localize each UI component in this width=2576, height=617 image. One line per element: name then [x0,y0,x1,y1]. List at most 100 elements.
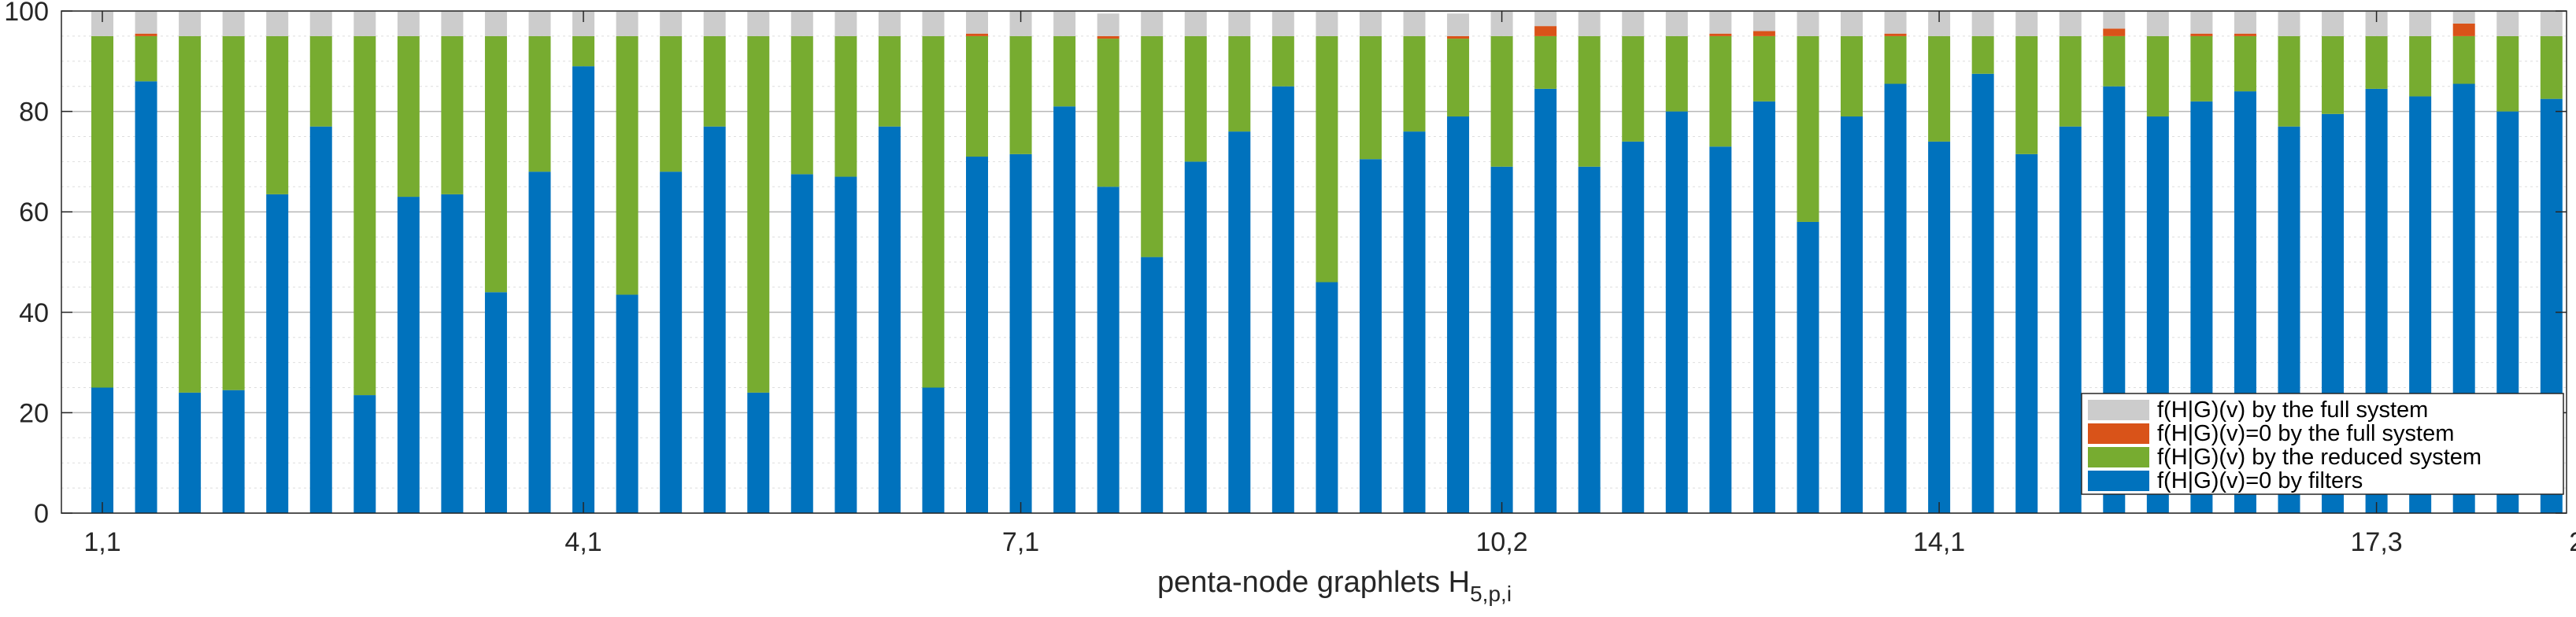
bar-segment [2234,35,2256,92]
legend-label: f(H|G)(v)=0 by the full system [2157,421,2454,446]
bar-segment [790,174,813,513]
bar-segment [441,194,464,513]
y-tick-label: 100 [4,0,49,27]
y-tick-label: 0 [34,499,49,529]
bar-segment [1359,159,1382,513]
bar-segment [309,126,332,514]
bar-segment [747,11,770,36]
bar-segment [309,35,332,127]
bar-segment [2146,11,2169,36]
bar-segment [1184,161,1207,513]
bar-segment [2234,11,2256,34]
bar-segment [1841,11,1863,36]
bar-segment [484,35,507,293]
bar-segment [966,11,988,34]
bar-segment [441,35,464,194]
bar-segment [397,11,420,36]
legend-box [2081,393,2564,495]
bar-segment [703,35,726,127]
bar-segment [528,11,551,36]
bar-segment [1971,11,1994,36]
bar-segment [616,294,638,513]
bar-segment [135,11,157,34]
bar-segment [1797,221,1819,513]
bar-segment [1578,166,1601,513]
bar-segment [835,35,857,177]
bar-segment [1141,257,1164,513]
bar-segment [2496,35,2519,112]
bar-segment [1578,11,1601,36]
bar-segment [1447,39,1470,116]
axes-box [61,10,2567,514]
bar-segment [179,35,202,393]
bar-segment [2234,33,2256,36]
bar-segment [2409,11,2432,36]
legend: f(H|G)(v) by the full systemf(H|G)(v)=0 … [2081,393,2564,495]
bar-segment [2190,11,2213,34]
bar-segment [266,35,289,194]
bar-segment [703,11,726,36]
x-axis-label-subscript: 5,p,i [1470,582,1512,606]
bar-segment [353,395,376,513]
bar-segment [1884,83,1907,513]
bar-segment [1447,116,1470,514]
y-tick-label: 80 [19,98,49,127]
bar-segment [835,176,857,514]
bar-segment [2146,35,2169,116]
bar-segment [1928,35,1951,142]
x-tick-label: 1,1 [83,527,120,557]
bar-segment [2409,35,2432,97]
bar-segment [91,35,113,388]
bar-segment [135,81,157,513]
bar-segment [922,11,945,36]
bar-segment [2452,35,2475,84]
axes [61,10,2567,514]
bar-segment [616,11,638,36]
bar-segment [922,35,945,388]
bar-segment [1884,11,1907,34]
bar-segment [1316,282,1338,513]
bar-segment [878,11,901,36]
bar-segment [1184,11,1207,36]
legend-swatch [2088,423,2149,444]
bar-segment [266,194,289,513]
bar-segment [266,11,289,36]
bar-segment [1097,187,1120,514]
bar-segment [2103,35,2126,87]
bar-segment [1228,11,1251,36]
bar-segment [747,392,770,513]
bar-segment [703,126,726,514]
bar-segment [1359,11,1382,36]
bar-segment [2540,11,2563,36]
bar-segment [2452,11,2475,24]
bar-segment [1447,35,1470,39]
bar-segment [835,11,857,36]
bar-segment [1403,131,1426,513]
bar-segment [2015,153,2038,513]
bar-segment [2278,11,2300,36]
bar-segment [1009,153,1032,513]
bar-segment [1709,33,1732,36]
bar-segment [1752,101,1775,514]
bar-segment [2015,11,2038,36]
bar-segment [1752,11,1775,31]
bar-segment [2059,35,2082,127]
legend-label: f(H|G)(v) by the full system [2157,397,2428,423]
legend-swatch [2088,471,2149,491]
bar-segment [1841,35,1863,116]
bar-segment [2540,35,2563,99]
x-tick-label: 10,2 [1476,527,1528,557]
bar-segment [2190,33,2213,36]
bar-segment [1622,141,1645,513]
bar-segment [135,35,157,82]
x-axis-label-main: penta-node graphlets H [1157,566,1470,599]
bar-segment [222,35,245,390]
bar-segment [1447,13,1470,36]
legend-label: f(H|G)(v)=0 by filters [2157,468,2363,493]
bar-segment [1709,146,1732,513]
bar-segment [222,11,245,36]
bar-segment [2322,11,2345,36]
bar-segment [1709,11,1732,34]
bar-segment [1841,116,1863,514]
